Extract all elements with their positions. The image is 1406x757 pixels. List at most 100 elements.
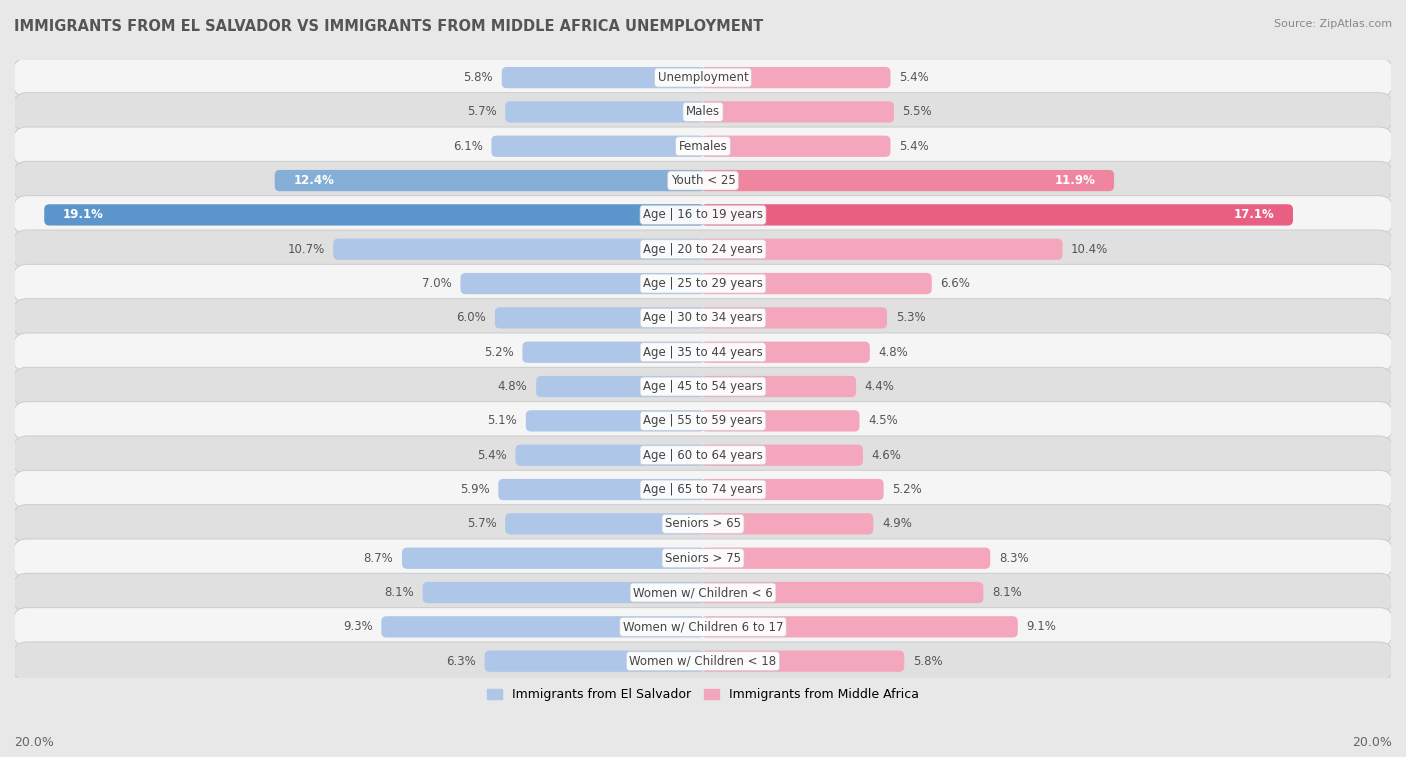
FancyBboxPatch shape	[502, 67, 704, 89]
FancyBboxPatch shape	[492, 136, 704, 157]
Text: Unemployment: Unemployment	[658, 71, 748, 84]
FancyBboxPatch shape	[333, 238, 704, 260]
FancyBboxPatch shape	[13, 333, 1393, 372]
FancyBboxPatch shape	[702, 170, 1114, 192]
Text: 5.7%: 5.7%	[467, 105, 496, 118]
FancyBboxPatch shape	[381, 616, 704, 637]
FancyBboxPatch shape	[702, 444, 863, 466]
FancyBboxPatch shape	[13, 470, 1393, 509]
FancyBboxPatch shape	[526, 410, 704, 431]
FancyBboxPatch shape	[13, 539, 1393, 578]
FancyBboxPatch shape	[13, 608, 1393, 646]
Text: Youth < 25: Youth < 25	[671, 174, 735, 187]
Text: Age | 25 to 29 years: Age | 25 to 29 years	[643, 277, 763, 290]
FancyBboxPatch shape	[13, 161, 1393, 200]
Text: Seniors > 75: Seniors > 75	[665, 552, 741, 565]
FancyBboxPatch shape	[523, 341, 704, 363]
Text: 5.9%: 5.9%	[460, 483, 489, 496]
FancyBboxPatch shape	[702, 67, 890, 89]
Text: Source: ZipAtlas.com: Source: ZipAtlas.com	[1274, 19, 1392, 29]
Text: 4.6%: 4.6%	[872, 449, 901, 462]
Text: Women w/ Children < 18: Women w/ Children < 18	[630, 655, 776, 668]
Text: Age | 60 to 64 years: Age | 60 to 64 years	[643, 449, 763, 462]
FancyBboxPatch shape	[702, 204, 1294, 226]
FancyBboxPatch shape	[44, 204, 704, 226]
FancyBboxPatch shape	[702, 376, 856, 397]
FancyBboxPatch shape	[702, 101, 894, 123]
FancyBboxPatch shape	[498, 479, 704, 500]
FancyBboxPatch shape	[536, 376, 704, 397]
Text: Males: Males	[686, 105, 720, 118]
FancyBboxPatch shape	[13, 230, 1393, 269]
Text: 9.3%: 9.3%	[343, 620, 373, 634]
Text: Women w/ Children 6 to 17: Women w/ Children 6 to 17	[623, 620, 783, 634]
Text: 8.1%: 8.1%	[384, 586, 413, 599]
Text: 5.4%: 5.4%	[898, 140, 929, 153]
FancyBboxPatch shape	[402, 547, 704, 569]
Text: Age | 45 to 54 years: Age | 45 to 54 years	[643, 380, 763, 393]
Text: Age | 65 to 74 years: Age | 65 to 74 years	[643, 483, 763, 496]
Text: 4.8%: 4.8%	[879, 346, 908, 359]
FancyBboxPatch shape	[13, 264, 1393, 303]
Text: 6.0%: 6.0%	[457, 311, 486, 325]
Text: 8.3%: 8.3%	[998, 552, 1028, 565]
FancyBboxPatch shape	[702, 307, 887, 329]
FancyBboxPatch shape	[461, 273, 704, 294]
FancyBboxPatch shape	[423, 582, 704, 603]
Text: 6.1%: 6.1%	[453, 140, 482, 153]
FancyBboxPatch shape	[702, 273, 932, 294]
FancyBboxPatch shape	[702, 341, 870, 363]
FancyBboxPatch shape	[702, 582, 983, 603]
Text: 4.5%: 4.5%	[868, 414, 898, 428]
Text: 5.5%: 5.5%	[903, 105, 932, 118]
Text: 9.1%: 9.1%	[1026, 620, 1056, 634]
FancyBboxPatch shape	[13, 299, 1393, 337]
Text: 5.2%: 5.2%	[893, 483, 922, 496]
FancyBboxPatch shape	[13, 642, 1393, 681]
FancyBboxPatch shape	[702, 547, 990, 569]
Text: 5.1%: 5.1%	[488, 414, 517, 428]
Text: 8.7%: 8.7%	[364, 552, 394, 565]
FancyBboxPatch shape	[13, 367, 1393, 406]
Text: Age | 20 to 24 years: Age | 20 to 24 years	[643, 243, 763, 256]
Text: 4.8%: 4.8%	[498, 380, 527, 393]
FancyBboxPatch shape	[702, 136, 890, 157]
Text: Women w/ Children < 6: Women w/ Children < 6	[633, 586, 773, 599]
Text: 4.9%: 4.9%	[882, 517, 911, 531]
FancyBboxPatch shape	[702, 238, 1063, 260]
Text: 20.0%: 20.0%	[14, 737, 53, 749]
FancyBboxPatch shape	[702, 479, 883, 500]
Text: 8.1%: 8.1%	[993, 586, 1022, 599]
Text: Age | 35 to 44 years: Age | 35 to 44 years	[643, 346, 763, 359]
Text: 6.3%: 6.3%	[446, 655, 477, 668]
FancyBboxPatch shape	[13, 92, 1393, 131]
Text: 11.9%: 11.9%	[1054, 174, 1095, 187]
Text: Seniors > 65: Seniors > 65	[665, 517, 741, 531]
Text: 6.6%: 6.6%	[941, 277, 970, 290]
Text: 4.4%: 4.4%	[865, 380, 894, 393]
FancyBboxPatch shape	[13, 402, 1393, 440]
FancyBboxPatch shape	[702, 513, 873, 534]
Legend: Immigrants from El Salvador, Immigrants from Middle Africa: Immigrants from El Salvador, Immigrants …	[482, 683, 924, 706]
Text: Age | 55 to 59 years: Age | 55 to 59 years	[643, 414, 763, 428]
Text: 5.8%: 5.8%	[464, 71, 494, 84]
FancyBboxPatch shape	[13, 505, 1393, 543]
FancyBboxPatch shape	[13, 573, 1393, 612]
FancyBboxPatch shape	[13, 436, 1393, 475]
Text: 19.1%: 19.1%	[63, 208, 104, 221]
FancyBboxPatch shape	[485, 650, 704, 671]
Text: Age | 30 to 34 years: Age | 30 to 34 years	[643, 311, 763, 325]
Text: 17.1%: 17.1%	[1233, 208, 1274, 221]
Text: 5.7%: 5.7%	[467, 517, 496, 531]
FancyBboxPatch shape	[702, 410, 859, 431]
FancyBboxPatch shape	[516, 444, 704, 466]
Text: 12.4%: 12.4%	[294, 174, 335, 187]
Text: 7.0%: 7.0%	[422, 277, 451, 290]
Text: 5.4%: 5.4%	[477, 449, 508, 462]
FancyBboxPatch shape	[13, 58, 1393, 97]
Text: 10.7%: 10.7%	[287, 243, 325, 256]
FancyBboxPatch shape	[13, 195, 1393, 234]
FancyBboxPatch shape	[495, 307, 704, 329]
Text: 5.4%: 5.4%	[898, 71, 929, 84]
Text: Age | 16 to 19 years: Age | 16 to 19 years	[643, 208, 763, 221]
